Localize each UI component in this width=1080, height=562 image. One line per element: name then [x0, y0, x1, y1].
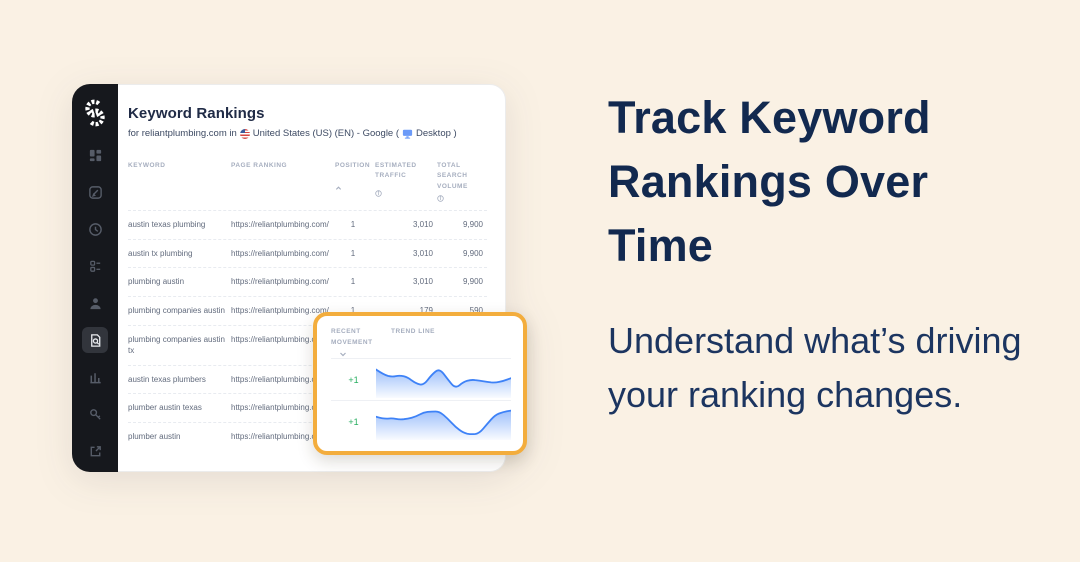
column-header-trend-line[interactable]: TREND LINE	[391, 328, 435, 335]
position-cell: 1	[350, 277, 356, 287]
subtitle-text: United States (US) (EN) - Google (	[252, 128, 400, 139]
key-icon	[89, 408, 101, 420]
bar-chart-icon	[89, 372, 101, 383]
site-audit-search-icon	[90, 333, 100, 347]
trend-row[interactable]: +1	[331, 400, 511, 442]
table-row[interactable]: austin texas plumbing https://reliantplu…	[128, 210, 487, 239]
trend-row[interactable]: +1	[331, 358, 511, 400]
traffic-cell: 3,010	[412, 277, 433, 287]
sidebar-item-account[interactable]	[82, 290, 108, 316]
info-icon	[375, 190, 382, 197]
volume-cell: 590	[469, 305, 483, 315]
task-list-icon	[89, 260, 100, 272]
keyword-cell: austin texas plumbing	[128, 220, 206, 230]
sidebar-item-tasks[interactable]	[82, 253, 108, 279]
position-cell: 1	[350, 220, 356, 230]
keyword-table: KEYWORD PAGE RANKING POSITION ESTIMATED …	[128, 157, 487, 451]
trend-sparkline	[376, 362, 511, 398]
info-icon	[437, 195, 444, 202]
subtitle-text: Desktop )	[416, 128, 457, 139]
table-row[interactable]: plumbing companies austin https://relian…	[128, 295, 487, 325]
sidebar-nav	[82, 142, 108, 464]
table-row[interactable]: plumbing companies austin tx https://rel…	[128, 324, 487, 365]
marketing-subtext: Understand what’s driving your ranking c…	[608, 320, 1022, 415]
column-header-page-ranking[interactable]: PAGE RANKING	[231, 162, 288, 169]
us-flag-icon	[239, 128, 250, 139]
sidebar-item-history[interactable]	[82, 216, 108, 242]
volume-cell: 9,900	[462, 277, 483, 287]
table-row[interactable]: plumber austin texas https://reliantplum…	[128, 393, 487, 422]
table-header-row: KEYWORD PAGE RANKING POSITION ESTIMATED …	[128, 157, 487, 210]
trend-callout: RECENT MOVEMENT TREND LINE +1 +1	[313, 312, 527, 455]
movement-badge: +1	[348, 416, 359, 427]
chevron-up-icon	[335, 186, 342, 190]
column-header-position[interactable]: POSITION	[335, 157, 375, 210]
page-title: Keyword Rankings	[128, 105, 265, 122]
app-screenshot: Keyword Rankings for reliantplumbing.com…	[72, 84, 527, 472]
callout-header-row: RECENT MOVEMENT TREND LINE	[331, 326, 511, 348]
page-ranking-link[interactable]: https://reliantplumbing.com/	[231, 248, 329, 258]
trend-sparkline	[376, 404, 511, 440]
page-ranking-link[interactable]: https://reliantplumbing.com/	[231, 334, 329, 344]
keyword-cell: plumbing austin	[128, 277, 185, 287]
page-ranking-link[interactable]: https://reliantplumbing.com/	[231, 431, 329, 441]
table-row[interactable]: plumber austin https://reliantplumbing.c…	[128, 421, 487, 451]
subtitle-text: for reliantplumbing.com in	[128, 128, 237, 139]
sidebar-item-share[interactable]	[82, 438, 108, 464]
page-ranking-link[interactable]: https://reliantplumbing.com/	[231, 220, 329, 230]
volume-cell: 9,900	[462, 248, 483, 258]
column-header-recent-movement[interactable]: RECENT MOVEMENT	[331, 328, 373, 347]
traffic-cell: 3,010	[412, 220, 433, 230]
page-ranking-link[interactable]: https://reliantplumbing.com/	[231, 277, 329, 287]
keyword-cell: plumber austin	[128, 431, 181, 441]
content-editor-icon	[88, 185, 102, 199]
keyword-cell: plumbing companies austin tx	[128, 334, 225, 356]
page-ranking-link[interactable]: https://reliantplumbing.com/	[231, 305, 329, 315]
position-cell: 1	[350, 305, 356, 315]
chevron-down-icon[interactable]	[339, 350, 347, 358]
clock-icon	[88, 222, 102, 236]
table-row[interactable]: austin tx plumbing https://reliantplumbi…	[128, 238, 487, 268]
volume-cell: 9,900	[462, 220, 483, 230]
movement-badge: +1	[348, 374, 359, 385]
sidebar-item-keys[interactable]	[82, 401, 108, 427]
traffic-cell: 179	[419, 305, 433, 315]
sidebar-item-analytics[interactable]	[82, 364, 108, 390]
marketing-heading: Track Keyword Rankings Over Time	[608, 92, 931, 271]
desktop-monitor-icon	[402, 129, 413, 139]
keyword-cell: plumber austin texas	[128, 403, 202, 413]
dashboard-icon	[89, 149, 101, 161]
sidebar	[72, 84, 118, 472]
column-header-keyword[interactable]: KEYWORD	[128, 162, 166, 169]
table-row[interactable]: plumbing austin https://reliantplumbing.…	[128, 267, 487, 296]
sidebar-item-dashboard[interactable]	[82, 142, 108, 168]
sidebar-item-content-editor[interactable]	[82, 179, 108, 205]
column-header-total-search-volume[interactable]: TOTAL SEARCH VOLUME	[437, 157, 487, 210]
keyword-cell: austin tx plumbing	[128, 248, 193, 258]
gear-s-logo-icon[interactable]	[80, 98, 110, 128]
traffic-cell: 3,010	[412, 248, 433, 258]
keyword-cell: austin texas plumbers	[128, 374, 206, 384]
sidebar-item-site-audit[interactable]	[82, 327, 108, 353]
page-ranking-link[interactable]: https://reliantplumbing.com/	[231, 374, 329, 384]
table-row[interactable]: austin texas plumbers https://reliantplu…	[128, 364, 487, 394]
external-link-icon	[90, 445, 101, 456]
page-ranking-link[interactable]: https://reliantplumbing.com/	[231, 403, 329, 413]
keyword-cell: plumbing companies austin	[128, 305, 225, 315]
position-cell: 1	[350, 248, 356, 258]
column-header-estimated-traffic[interactable]: ESTIMATED TRAFFIC	[375, 157, 437, 210]
user-icon	[89, 297, 101, 309]
report-subtitle: for reliantplumbing.com in United States…	[128, 128, 487, 139]
